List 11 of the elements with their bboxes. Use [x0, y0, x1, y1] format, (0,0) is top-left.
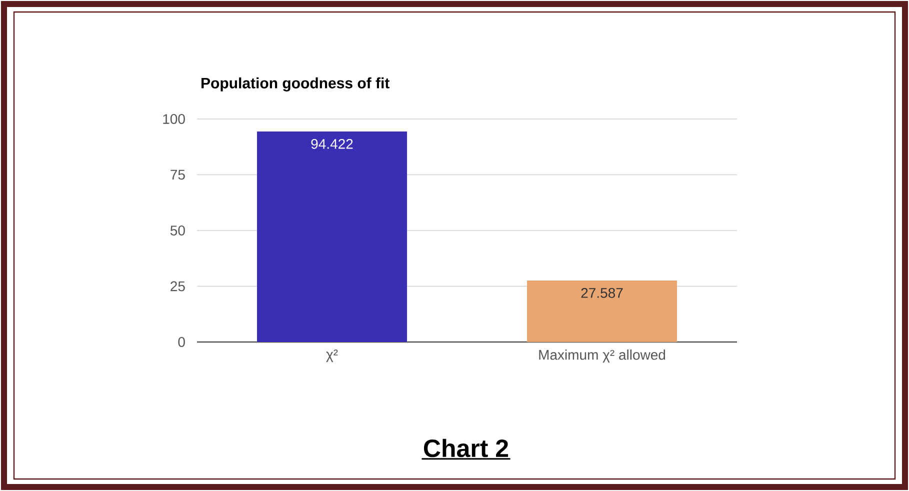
- x-tick-label: Maximum χ² allowed: [539, 350, 666, 363]
- x-tick-label: χ²: [326, 350, 338, 362]
- y-tick-label: 75: [170, 170, 185, 180]
- y-tick-label: 25: [170, 281, 185, 292]
- data-label: 94.422: [311, 138, 353, 149]
- caption: Chart 2: [424, 438, 508, 458]
- data-label: 27.587: [581, 288, 623, 298]
- y-tick-label: 0: [178, 337, 185, 347]
- y-tick-label: 50: [170, 226, 185, 236]
- chart-title: Population goodness of fit: [202, 77, 390, 92]
- y-tick-label: 100: [163, 114, 185, 124]
